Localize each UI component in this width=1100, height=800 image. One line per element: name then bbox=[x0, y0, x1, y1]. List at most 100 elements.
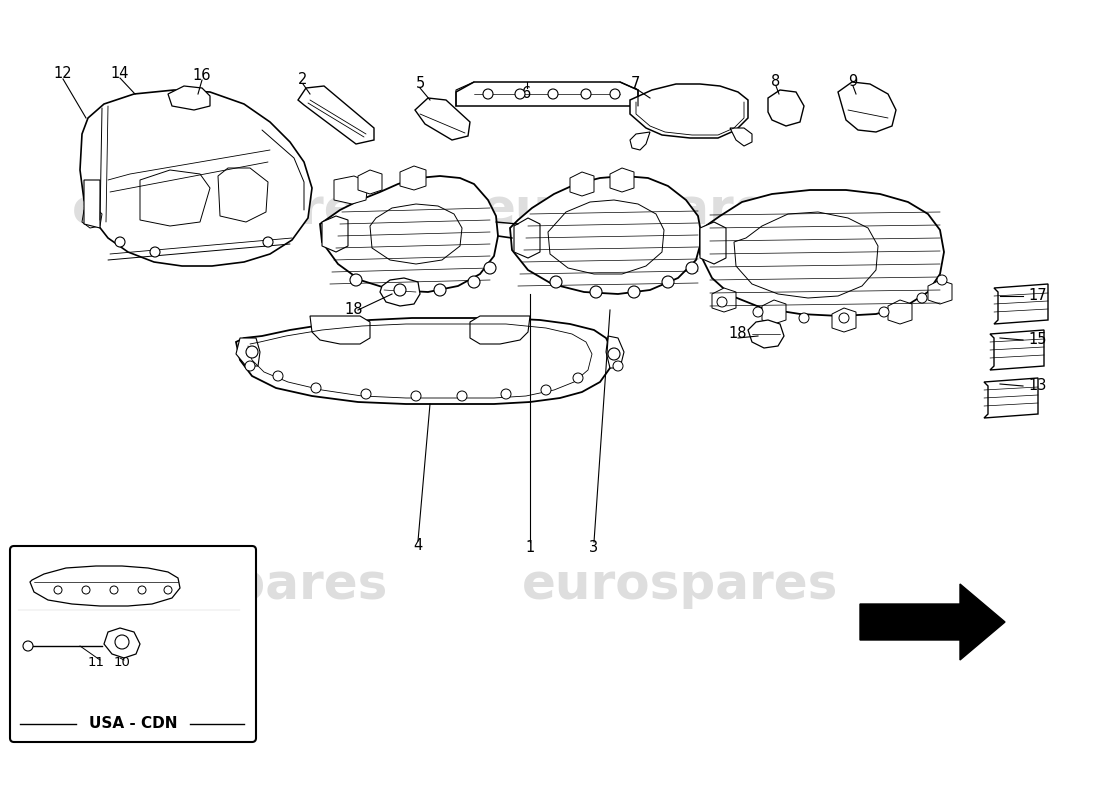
Text: eurospares: eurospares bbox=[72, 561, 388, 609]
Polygon shape bbox=[236, 318, 612, 404]
Polygon shape bbox=[370, 204, 462, 264]
Polygon shape bbox=[768, 90, 804, 126]
Polygon shape bbox=[928, 280, 952, 304]
Circle shape bbox=[550, 276, 562, 288]
Text: USA - CDN: USA - CDN bbox=[89, 717, 177, 731]
Text: 18: 18 bbox=[728, 326, 747, 342]
Circle shape bbox=[610, 89, 620, 99]
Polygon shape bbox=[606, 336, 624, 368]
Polygon shape bbox=[748, 320, 784, 348]
Polygon shape bbox=[700, 222, 726, 264]
Circle shape bbox=[246, 346, 258, 358]
Circle shape bbox=[581, 89, 591, 99]
Polygon shape bbox=[400, 166, 426, 190]
Circle shape bbox=[150, 247, 160, 257]
Polygon shape bbox=[630, 84, 748, 138]
Circle shape bbox=[483, 89, 493, 99]
Polygon shape bbox=[832, 308, 856, 332]
Polygon shape bbox=[320, 176, 498, 292]
Polygon shape bbox=[185, 94, 218, 121]
Polygon shape bbox=[712, 288, 736, 312]
Circle shape bbox=[662, 276, 674, 288]
Text: 11: 11 bbox=[88, 657, 104, 670]
Polygon shape bbox=[82, 208, 102, 228]
Circle shape bbox=[350, 274, 362, 286]
Circle shape bbox=[82, 586, 90, 594]
Polygon shape bbox=[298, 86, 374, 144]
Polygon shape bbox=[838, 82, 896, 132]
Circle shape bbox=[917, 293, 927, 303]
Text: 9: 9 bbox=[848, 74, 858, 89]
Polygon shape bbox=[470, 316, 530, 344]
Polygon shape bbox=[30, 566, 180, 606]
Text: 4: 4 bbox=[414, 538, 422, 553]
Polygon shape bbox=[630, 132, 650, 150]
Polygon shape bbox=[888, 300, 912, 324]
Circle shape bbox=[548, 89, 558, 99]
FancyBboxPatch shape bbox=[10, 546, 256, 742]
Circle shape bbox=[754, 307, 763, 317]
Polygon shape bbox=[358, 170, 382, 194]
Polygon shape bbox=[984, 378, 1038, 418]
Circle shape bbox=[273, 371, 283, 381]
Polygon shape bbox=[415, 98, 470, 140]
Circle shape bbox=[311, 383, 321, 393]
Circle shape bbox=[54, 586, 62, 594]
Text: 18: 18 bbox=[344, 302, 363, 318]
Circle shape bbox=[116, 237, 125, 247]
Text: 7: 7 bbox=[630, 75, 640, 90]
Circle shape bbox=[164, 586, 172, 594]
Polygon shape bbox=[570, 172, 594, 196]
Text: 8: 8 bbox=[771, 74, 781, 89]
Circle shape bbox=[937, 275, 947, 285]
Circle shape bbox=[411, 391, 421, 401]
Circle shape bbox=[110, 586, 118, 594]
Polygon shape bbox=[610, 168, 634, 192]
Text: 16: 16 bbox=[192, 67, 211, 82]
Polygon shape bbox=[730, 128, 752, 146]
Polygon shape bbox=[762, 300, 786, 324]
Circle shape bbox=[613, 361, 623, 371]
Polygon shape bbox=[456, 82, 638, 106]
Circle shape bbox=[500, 389, 512, 399]
Circle shape bbox=[116, 635, 129, 649]
Circle shape bbox=[799, 313, 808, 323]
Circle shape bbox=[628, 286, 640, 298]
Polygon shape bbox=[84, 180, 100, 228]
Circle shape bbox=[590, 286, 602, 298]
Polygon shape bbox=[104, 628, 140, 658]
Circle shape bbox=[468, 276, 480, 288]
Circle shape bbox=[394, 284, 406, 296]
Polygon shape bbox=[140, 170, 210, 226]
Text: 12: 12 bbox=[54, 66, 73, 82]
Circle shape bbox=[434, 284, 446, 296]
Polygon shape bbox=[310, 316, 370, 344]
Text: 2: 2 bbox=[298, 71, 308, 86]
Circle shape bbox=[717, 297, 727, 307]
Polygon shape bbox=[322, 216, 348, 252]
Circle shape bbox=[541, 385, 551, 395]
Circle shape bbox=[245, 361, 255, 371]
Text: 15: 15 bbox=[1028, 333, 1046, 347]
Polygon shape bbox=[548, 200, 664, 274]
Polygon shape bbox=[80, 90, 312, 266]
Polygon shape bbox=[860, 584, 1005, 660]
Circle shape bbox=[879, 307, 889, 317]
Polygon shape bbox=[734, 212, 878, 298]
Polygon shape bbox=[126, 94, 160, 124]
Polygon shape bbox=[514, 218, 540, 258]
Circle shape bbox=[361, 389, 371, 399]
Circle shape bbox=[138, 586, 146, 594]
Circle shape bbox=[686, 262, 698, 274]
Polygon shape bbox=[168, 86, 210, 110]
Polygon shape bbox=[236, 338, 260, 366]
Text: 5: 5 bbox=[416, 75, 425, 90]
Circle shape bbox=[263, 237, 273, 247]
Polygon shape bbox=[379, 278, 420, 306]
Polygon shape bbox=[218, 168, 268, 222]
Polygon shape bbox=[990, 330, 1044, 370]
Text: 1: 1 bbox=[526, 539, 535, 554]
Text: 3: 3 bbox=[590, 539, 598, 554]
Polygon shape bbox=[510, 176, 702, 294]
Circle shape bbox=[839, 313, 849, 323]
